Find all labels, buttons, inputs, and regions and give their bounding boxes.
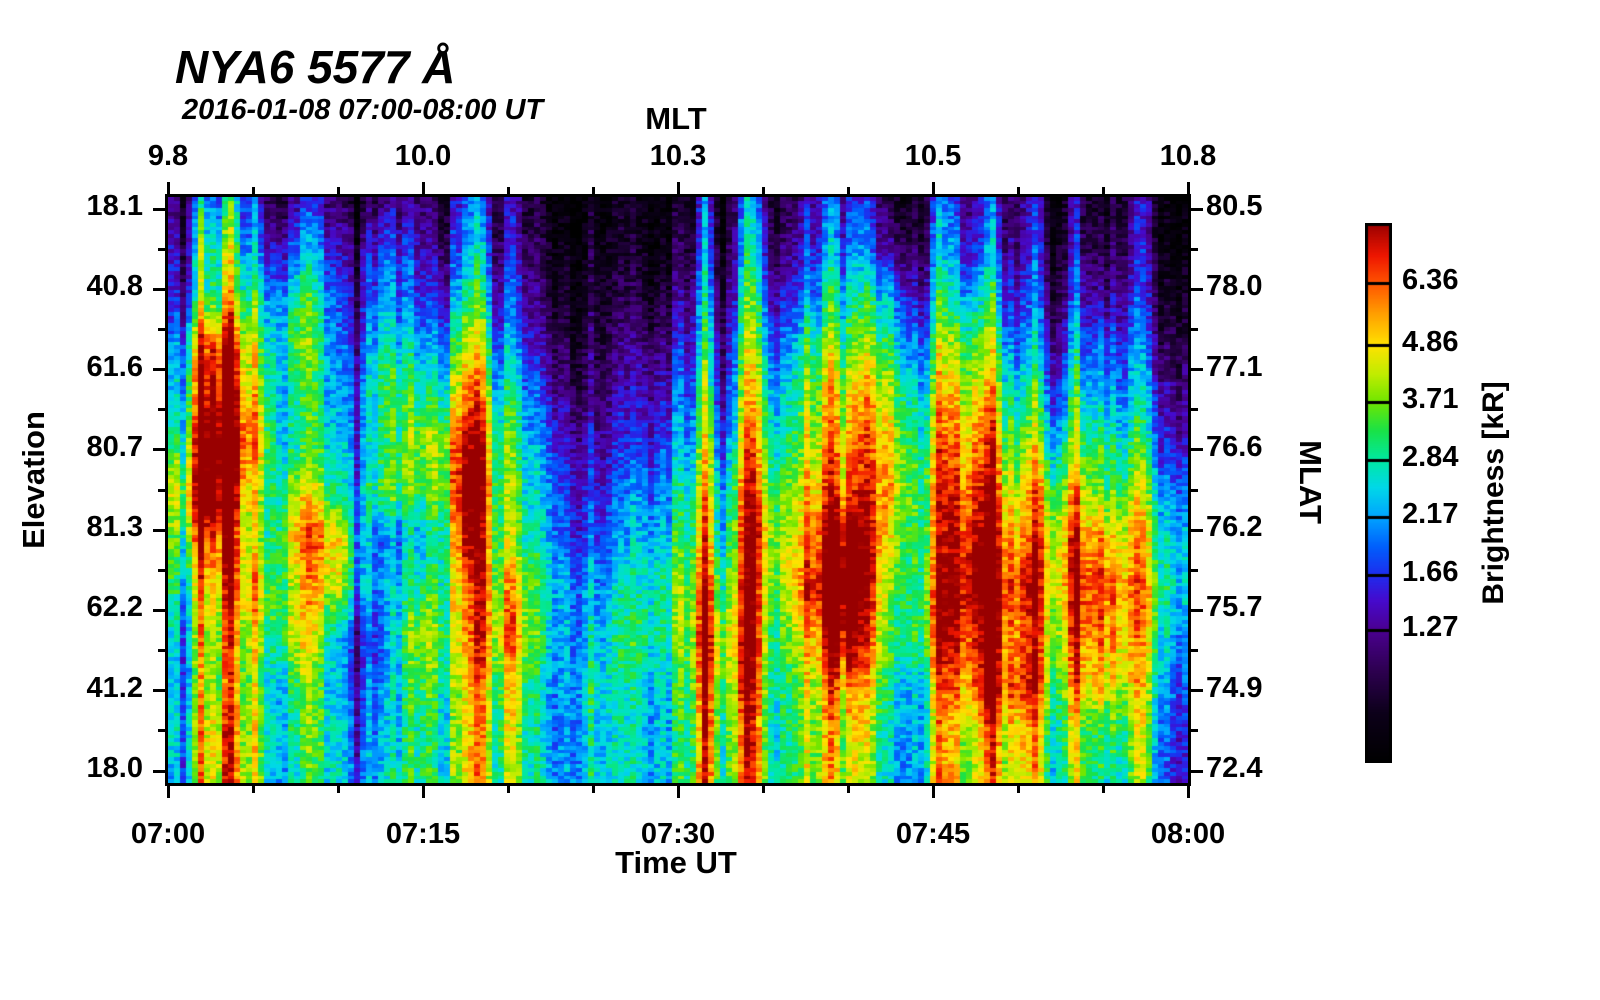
x-axis-top-tick xyxy=(506,187,510,194)
y-axis-left-tick xyxy=(153,689,165,693)
y-axis-left-tick xyxy=(153,448,165,452)
x-axis-bottom-tick xyxy=(1016,786,1020,793)
x-axis-top-tick xyxy=(421,182,425,194)
y-axis-left-tick xyxy=(153,769,165,773)
x-axis-tick-label: 07:30 xyxy=(640,818,716,850)
y-axis-left-minor-tick xyxy=(158,649,165,653)
y-axis-right-minor-tick xyxy=(1191,327,1198,331)
x-axis-bottom-tick xyxy=(761,786,765,793)
mlat-tick-label: 72.4 xyxy=(1206,752,1263,784)
x-axis-bottom-tick xyxy=(1186,786,1190,798)
x-axis-top-tick xyxy=(1101,187,1105,194)
y-axis-left-minor-tick xyxy=(158,247,165,251)
elevation-tick-label: 80.7 xyxy=(86,430,143,463)
top-axis-title: MLT xyxy=(645,101,707,136)
y-axis-left-minor-tick xyxy=(158,729,165,733)
y-axis-left-tick xyxy=(153,207,165,211)
y-axis-right-minor-tick xyxy=(1191,488,1198,492)
x-axis-top-tick xyxy=(931,182,935,194)
y-axis-left-minor-tick xyxy=(158,327,165,331)
x-axis-bottom-tick xyxy=(166,786,170,798)
colorbar-tick-label: 2.84 xyxy=(1402,441,1459,474)
chart-subtitle: 2016-01-08 07:00-08:00 UT xyxy=(182,94,544,126)
chart-title: NYA6 5577 Å xyxy=(175,41,456,93)
y-axis-left-minor-tick xyxy=(158,408,165,412)
x-axis-top-tick xyxy=(336,187,340,194)
colorbar-tick-label: 6.36 xyxy=(1402,263,1459,296)
x-axis-bottom-tick xyxy=(421,786,425,798)
y-axis-left-minor-tick xyxy=(158,568,165,572)
plot-area-frame xyxy=(165,194,1191,786)
x-axis-bottom-tick xyxy=(591,786,595,793)
y-axis-right-minor-tick xyxy=(1191,729,1198,733)
heatmap-canvas xyxy=(168,197,1188,783)
x-axis-bottom-tick xyxy=(336,786,340,793)
mlt-axis-tick-label: 10.8 xyxy=(1159,140,1217,172)
elevation-tick-label: 18.0 xyxy=(86,752,143,784)
y-axis-left-tick xyxy=(153,287,165,291)
y-axis-right-minor-tick xyxy=(1191,568,1198,572)
x-axis-tick-label: 07:45 xyxy=(895,818,971,850)
x-axis-top-tick xyxy=(846,187,850,194)
y-axis-left-minor-tick xyxy=(158,488,165,492)
y-axis-right-minor-tick xyxy=(1191,408,1198,412)
x-axis-bottom-tick xyxy=(251,786,255,793)
x-axis-bottom-tick xyxy=(1101,786,1105,793)
colorbar-title: Brightness [kR] xyxy=(1477,381,1510,605)
x-axis-top-tick xyxy=(676,182,680,194)
mlt-axis-tick-label: 10.0 xyxy=(394,140,452,172)
x-axis-top-tick xyxy=(251,187,255,194)
elevation-tick-label: 81.3 xyxy=(86,511,143,544)
y-axis-right-tick xyxy=(1191,608,1203,612)
y-axis-right-tick xyxy=(1191,769,1203,773)
x-axis-top-tick xyxy=(166,182,170,194)
y-axis-left-tick xyxy=(153,608,165,612)
x-axis-bottom-tick xyxy=(676,786,680,798)
mlt-axis-tick-label: 9.8 xyxy=(147,140,189,172)
mlat-tick-label: 77.1 xyxy=(1206,350,1263,383)
x-axis-top-tick xyxy=(1186,182,1190,194)
elevation-tick-label: 41.2 xyxy=(86,671,143,704)
x-axis-tick-label: 07:15 xyxy=(385,818,461,850)
colorbar-tick-label: 1.66 xyxy=(1402,556,1459,589)
mlat-tick-label: 76.2 xyxy=(1206,511,1263,544)
colorbar-tick-label: 4.86 xyxy=(1402,326,1459,359)
y-axis-right-tick xyxy=(1191,528,1203,532)
x-axis-top-tick xyxy=(761,187,765,194)
y-axis-left-tick xyxy=(153,528,165,532)
mlat-tick-label: 78.0 xyxy=(1206,270,1263,303)
x-axis-tick-label: 07:00 xyxy=(130,818,206,850)
colorbar-tick-label: 2.17 xyxy=(1402,497,1459,530)
colorbar-tick-label: 3.71 xyxy=(1402,382,1459,415)
elevation-tick-label: 40.8 xyxy=(86,270,143,303)
mlat-tick-label: 74.9 xyxy=(1206,671,1263,704)
elevation-tick-label: 62.2 xyxy=(86,591,143,624)
elevation-tick-label: 61.6 xyxy=(86,350,143,383)
x-axis-bottom-tick xyxy=(506,786,510,793)
x-axis-bottom-tick xyxy=(846,786,850,793)
mlat-tick-label: 75.7 xyxy=(1206,591,1263,624)
elevation-tick-label: 18.1 xyxy=(86,190,143,222)
mlt-axis-tick-label: 10.3 xyxy=(649,140,707,172)
y-axis-right-tick xyxy=(1191,207,1203,211)
y-axis-left-tick xyxy=(153,368,165,372)
x-axis-top-tick xyxy=(1016,187,1020,194)
colorbar-canvas xyxy=(1365,223,1392,763)
y-axis-right-tick xyxy=(1191,448,1203,452)
mlt-axis-tick-label: 10.5 xyxy=(904,140,962,172)
mlat-tick-label: 80.5 xyxy=(1206,190,1263,222)
mlat-tick-label: 76.6 xyxy=(1206,430,1263,463)
y-axis-right-tick xyxy=(1191,368,1203,372)
x-axis-bottom-tick xyxy=(931,786,935,798)
colorbar-tick-label: 1.27 xyxy=(1402,611,1459,644)
x-axis-tick-label: 08:00 xyxy=(1150,818,1226,850)
y-axis-right-minor-tick xyxy=(1191,247,1198,251)
y-axis-right-minor-tick xyxy=(1191,649,1198,653)
y-axis-right-tick xyxy=(1191,689,1203,693)
bottom-axis-title: Time UT xyxy=(615,845,737,880)
y-axis-right-tick xyxy=(1191,287,1203,291)
right-axis-title: MLAT xyxy=(1293,440,1328,524)
x-axis-top-tick xyxy=(591,187,595,194)
